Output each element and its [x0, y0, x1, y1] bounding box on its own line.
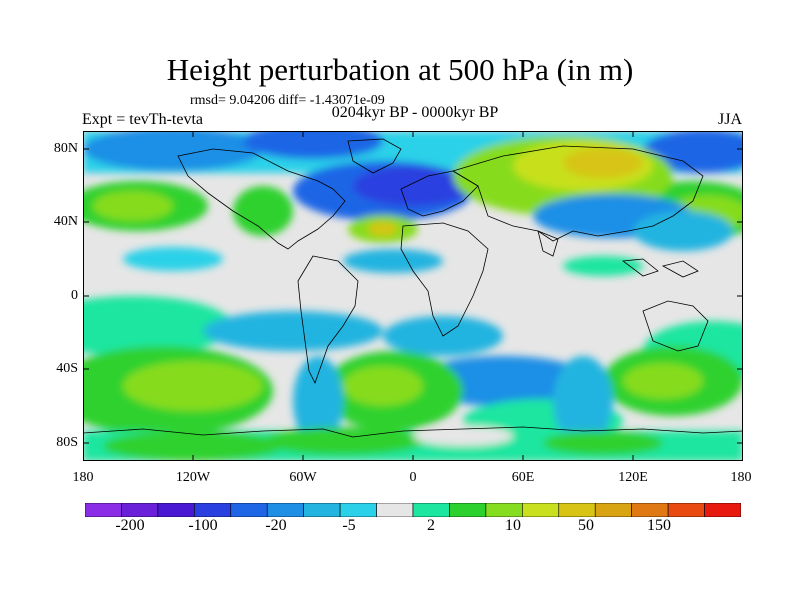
lon-label-0: 0: [409, 470, 417, 485]
colorbar-swatch: [121, 503, 159, 517]
colorbar-swatch: [594, 503, 632, 517]
south-america-coastline: [297, 255, 359, 385]
antarctica-coastline: [83, 426, 743, 438]
colorbar-swatch: [631, 503, 669, 517]
colorbar-swatch: [667, 503, 705, 517]
lat-label-0: 0: [71, 288, 78, 303]
colorbar-swatch: [339, 503, 377, 517]
lon-label-60w: 60W: [289, 470, 317, 485]
lat-label-80n: 80N: [53, 141, 78, 156]
colorbar-swatch: [303, 503, 341, 517]
lat-label-80s: 80S: [56, 435, 78, 450]
colorbar-swatch: [412, 503, 450, 517]
lon-label-120w: 120W: [175, 470, 211, 485]
colorbar-swatch: [85, 503, 122, 517]
lon-label-120e: 120E: [618, 470, 648, 485]
africa-coastline: [400, 222, 489, 337]
colorbar-swatch: [522, 503, 560, 517]
colorbar-swatch: [704, 503, 741, 517]
lat-label-40s: 40S: [56, 361, 78, 376]
colorbar-label: -100: [188, 517, 218, 534]
north-america-coastline: [177, 148, 346, 250]
colorbar-label: 150: [647, 517, 671, 534]
colorbar-label: 50: [578, 517, 594, 534]
colorbar-label: 2: [427, 517, 435, 534]
colorbar-swatch: [449, 503, 487, 517]
colorbar-swatch: [266, 503, 304, 517]
experiment-label: Expt = tevTh-tevta: [82, 111, 203, 128]
map-frame: [83, 131, 743, 461]
lon-label-60e: 60E: [511, 470, 535, 485]
map-title: Height perturbation at 500 hPa (in m): [166, 52, 634, 87]
colorbar-label: -20: [265, 517, 287, 534]
colorbar: [85, 503, 741, 517]
maritime-continent-coastline: [621, 258, 699, 278]
contour-map: [83, 131, 743, 461]
colorbar-swatch: [194, 503, 232, 517]
colorbar-swatch: [485, 503, 523, 517]
colorbar-swatch: [230, 503, 268, 517]
india-coastline: [537, 230, 559, 257]
australia-coastline: [642, 300, 709, 352]
lon-label-180e: 180: [730, 470, 752, 485]
colorbar-label: -200: [115, 517, 145, 534]
stats-line: rmsd= 9.04206 diff= -1.43071e-09: [190, 93, 385, 108]
greenland-coastline: [347, 138, 402, 174]
season-label: JJA: [717, 111, 742, 128]
colorbar-swatch: [558, 503, 596, 517]
period-label: 0204kyr BP - 0000kyr BP: [331, 104, 499, 121]
europe-coastline: [400, 170, 479, 217]
asia-coastline: [452, 145, 704, 242]
colorbar-swatch: [157, 503, 195, 517]
coastlines: [83, 138, 743, 438]
colorbar-label: 10: [505, 517, 521, 534]
lon-label-180w: 180: [72, 470, 94, 485]
lat-label-40n: 40N: [53, 214, 78, 229]
colorbar-label: -5: [342, 517, 356, 534]
colorbar-swatch: [376, 503, 414, 517]
